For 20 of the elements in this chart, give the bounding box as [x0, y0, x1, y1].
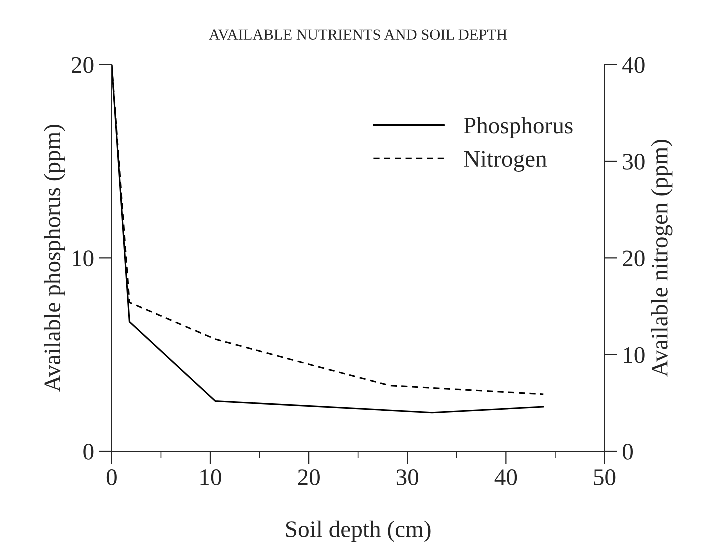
y-tick-label: 20: [72, 57, 94, 74]
x-tick-label: 40: [494, 470, 518, 486]
y-axis-title: Available phosphorus (ppm): [44, 124, 66, 392]
x-tick-label: 0: [106, 470, 117, 486]
x-tick-label: 30: [396, 470, 419, 486]
y-tick-label: 10: [73, 250, 94, 267]
y2-tick-label: 30: [623, 154, 645, 170]
chart-title: AVAILABLE NUTRIENTS AND SOIL DEPTH: [209, 30, 508, 40]
y-tick-label: 0: [84, 444, 94, 460]
legend-label: Nitrogen: [464, 151, 547, 172]
x-axis-title: Soil depth (cm): [286, 520, 431, 542]
y2-tick-label: 0: [622, 444, 633, 460]
y2-tick-label: 10: [624, 347, 645, 364]
x-tick-label: 50: [594, 470, 616, 486]
legend-label: Phosphorus: [464, 117, 573, 139]
y2-tick-label: 40: [622, 57, 645, 74]
x-tick-label: 10: [200, 470, 222, 486]
x-tick-label: 20: [298, 470, 320, 486]
y2-axis-title: Available nitrogen (ppm): [651, 140, 673, 378]
y2-tick-label: 20: [623, 250, 645, 267]
